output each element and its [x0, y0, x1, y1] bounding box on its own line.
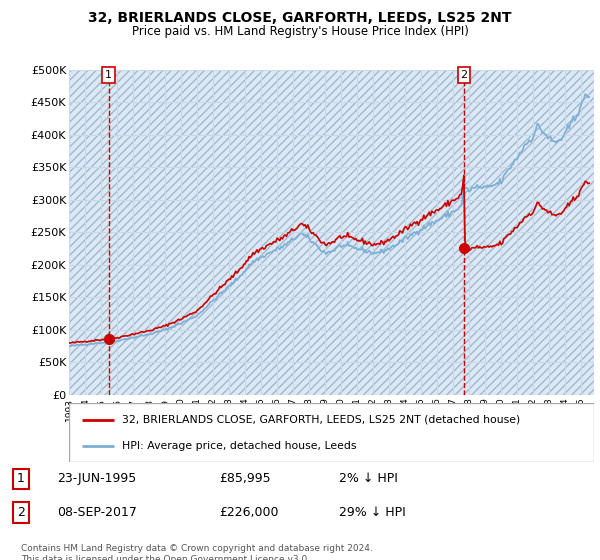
Text: 29% ↓ HPI: 29% ↓ HPI [339, 506, 406, 519]
Text: Price paid vs. HM Land Registry's House Price Index (HPI): Price paid vs. HM Land Registry's House … [131, 25, 469, 38]
Text: £226,000: £226,000 [219, 506, 278, 519]
Text: HPI: Average price, detached house, Leeds: HPI: Average price, detached house, Leed… [121, 441, 356, 451]
FancyBboxPatch shape [69, 403, 594, 462]
Text: 2% ↓ HPI: 2% ↓ HPI [339, 472, 398, 486]
Text: £85,995: £85,995 [219, 472, 271, 486]
Text: 32, BRIERLANDS CLOSE, GARFORTH, LEEDS, LS25 2NT (detached house): 32, BRIERLANDS CLOSE, GARFORTH, LEEDS, L… [121, 414, 520, 424]
Text: 1: 1 [17, 472, 25, 486]
Text: Contains HM Land Registry data © Crown copyright and database right 2024.
This d: Contains HM Land Registry data © Crown c… [21, 544, 373, 560]
Text: 32, BRIERLANDS CLOSE, GARFORTH, LEEDS, LS25 2NT: 32, BRIERLANDS CLOSE, GARFORTH, LEEDS, L… [88, 11, 512, 25]
Text: 1: 1 [105, 70, 112, 80]
Text: 23-JUN-1995: 23-JUN-1995 [57, 472, 136, 486]
Text: 2: 2 [460, 70, 467, 80]
Text: 2: 2 [17, 506, 25, 519]
Text: 08-SEP-2017: 08-SEP-2017 [57, 506, 137, 519]
